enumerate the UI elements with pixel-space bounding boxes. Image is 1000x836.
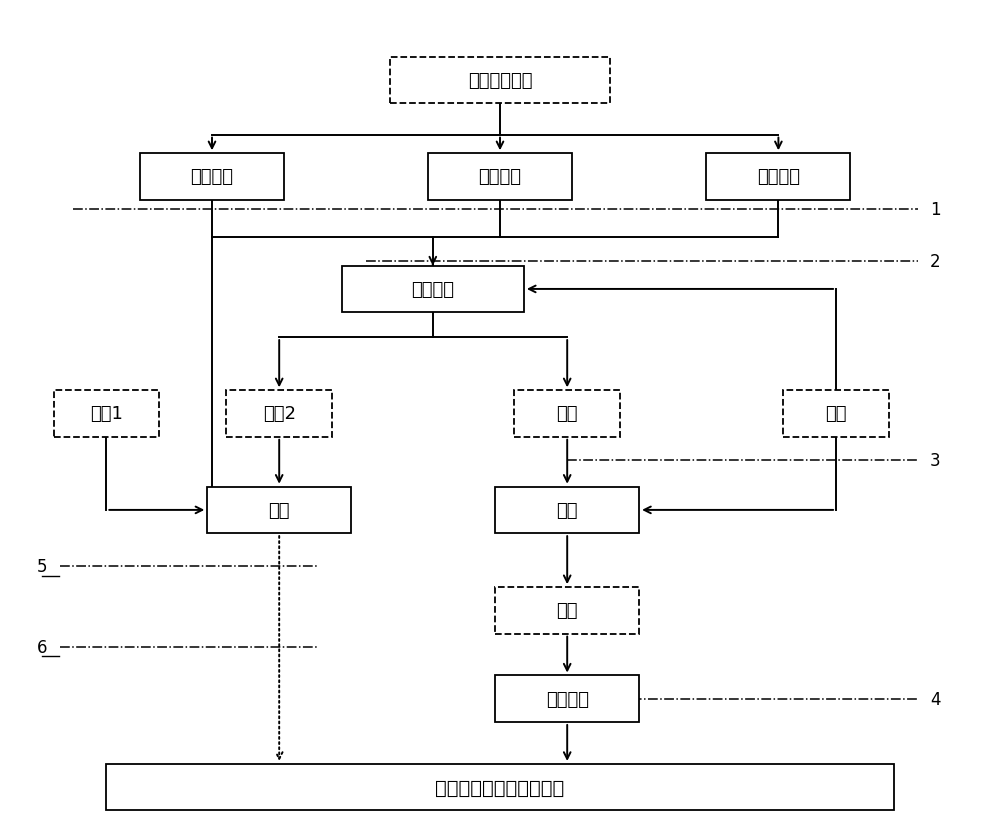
Text: 泥浆: 泥浆 [556,405,578,423]
Bar [783,390,889,437]
Bar [706,154,850,201]
Text: 块矿2: 块矿2 [263,405,296,423]
Bar [514,390,620,437]
Text: 堆浸: 堆浸 [268,502,290,519]
Text: 矿物鉴定: 矿物鉴定 [190,168,234,186]
Text: 分离: 分离 [556,502,578,519]
Bar [342,267,524,313]
Text: 块矿1: 块矿1 [90,405,123,423]
Bar [106,764,894,810]
Bar [140,154,284,201]
Bar [207,487,351,533]
Bar [495,675,639,722]
Text: 5: 5 [36,558,47,575]
Bar [54,390,159,437]
Text: 酸性洗矿: 酸性洗矿 [411,281,454,298]
Text: 搅拌浸出: 搅拌浸出 [546,690,589,708]
Text: 高泥碱性铀矿: 高泥碱性铀矿 [468,72,532,90]
Text: 矿泥: 矿泥 [556,602,578,619]
Bar [495,588,639,634]
Text: 杂质分析: 杂质分析 [757,168,800,186]
Text: 离子交换树脂吸附和解吸: 离子交换树脂吸附和解吸 [435,777,565,797]
Text: 1: 1 [930,201,941,218]
Text: 粒级分析: 粒级分析 [479,168,522,186]
Bar [428,154,572,201]
Bar [226,390,332,437]
Text: 2: 2 [930,252,941,271]
Text: 酸液: 酸液 [825,405,847,423]
Text: 3: 3 [930,451,941,470]
Bar [390,58,610,104]
Bar [495,487,639,533]
Text: 4: 4 [930,690,941,708]
Text: 6: 6 [36,638,47,655]
